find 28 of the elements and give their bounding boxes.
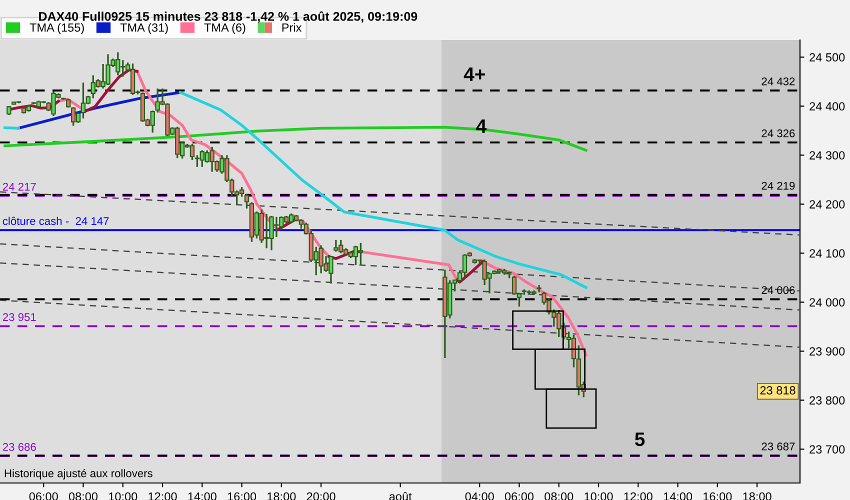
- y-tick-label: 24 100: [810, 249, 845, 258]
- annotation: 23 818: [760, 386, 796, 395]
- legend-label: TMA (155): [30, 23, 84, 34]
- y-tick-label: 24 300: [810, 151, 845, 160]
- y-tick-label: 23 800: [810, 396, 845, 405]
- annotation: 23 951: [2, 313, 36, 322]
- annotation: 24 217: [2, 182, 36, 191]
- annotation: clôture cash - 24 147: [2, 216, 109, 225]
- y-tick-label: 24 200: [810, 200, 845, 209]
- ref-line-label: 23 687: [762, 442, 795, 450]
- annotation: Historique ajusté aux rollovers: [4, 468, 152, 480]
- y-tick-label: 24 000: [810, 298, 845, 307]
- y-tick-label: 23 700: [810, 445, 845, 454]
- y-tick-label: 24 400: [810, 102, 845, 111]
- y-tick-label: 23 900: [810, 347, 845, 356]
- chart-title: DAX40 Full0925 15 minutes 23 818 -1,42 % 1 août 2025, 09:19:09: [39, 11, 418, 23]
- ref-line-label: 24 006: [762, 286, 795, 294]
- ref-line-label: 24 219: [762, 182, 795, 190]
- ref-line-label: 24 432: [762, 77, 795, 86]
- ref-line-label: 24 326: [762, 129, 795, 138]
- y-tick-label: 24 500: [810, 53, 845, 62]
- annotation: 5: [634, 432, 645, 446]
- legend-label: Prix: [282, 23, 302, 32]
- annotation: 4+: [464, 68, 485, 81]
- legend-label: TMA (6): [204, 23, 246, 34]
- legend-label: TMA (31): [120, 23, 168, 34]
- annotation: 23 686: [2, 443, 36, 451]
- candlestick: [244, 193, 250, 210]
